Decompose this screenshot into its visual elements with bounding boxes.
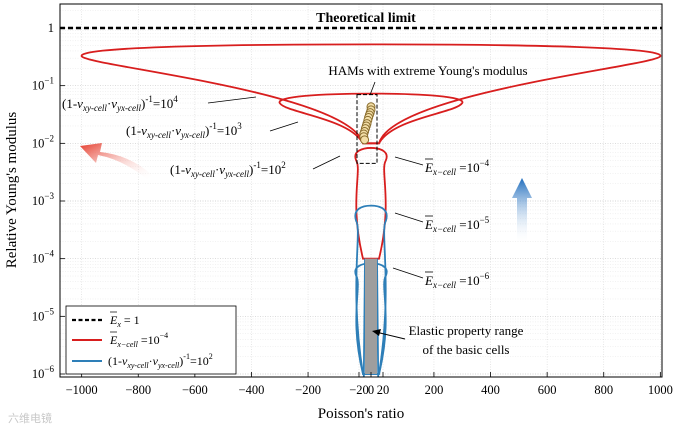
leader-e3 xyxy=(392,267,424,279)
elastic-label-1: Elastic property range xyxy=(409,323,524,338)
ham-box xyxy=(356,94,378,164)
y-tick-label: 1 xyxy=(48,21,54,35)
y-tick-label: 10−4 xyxy=(32,249,55,266)
curve-label-1e4: (1-νxy-cell·νyx-cell)-1=104 xyxy=(62,94,178,113)
y-tick-label: 10−3 xyxy=(32,191,55,208)
x-tick-label: 800 xyxy=(594,383,613,397)
legend-label-limit: Ex = 1 xyxy=(109,313,140,329)
axis-ticks: 10−6 10−5 10−4 10−3 10−2 10−1 1 −1000 −800 −600 −4… xyxy=(32,21,673,397)
x-tick-label: 0 xyxy=(368,383,374,397)
elastic-arrowhead xyxy=(372,329,381,336)
x-tick-label: −1000 xyxy=(66,383,98,397)
e-label-1e-5: Ex−cell =10−5 xyxy=(424,215,490,234)
watermark: 六维电镜 xyxy=(8,411,52,425)
x-tick-label: −800 xyxy=(125,383,151,397)
x-tick-label: 1000 xyxy=(648,383,673,397)
svg-text:Ex−cell =10−6: Ex−cell =10−6 xyxy=(424,271,490,290)
basic-cell-range xyxy=(365,258,377,374)
x-tick-label: −400 xyxy=(239,383,265,397)
elastic-arrow xyxy=(375,331,406,340)
leader-e2 xyxy=(394,212,424,223)
x-tick-label: 20 xyxy=(377,383,390,397)
leader-1e2 xyxy=(312,155,341,170)
svg-text:Ex−cell =10−4: Ex−cell =10−4 xyxy=(424,158,490,177)
x-tick-label: −20 xyxy=(349,383,369,397)
x-tick-label: −200 xyxy=(295,383,321,397)
svg-text:Ex−cell =10−5: Ex−cell =10−5 xyxy=(424,215,490,234)
y-tick-label: 10−2 xyxy=(32,133,54,150)
theoretical-limit-label: Theoretical limit xyxy=(316,11,416,26)
elastic-label-2: of the basic cells xyxy=(423,342,510,357)
leader-e1 xyxy=(394,156,424,166)
ham-leader xyxy=(369,81,376,96)
legend-label-blue: (1-νxy-cell·νyx-cell)-1=102 xyxy=(108,352,213,370)
y-tick-label: 10−5 xyxy=(32,306,55,323)
x-axis-label: Poisson's ratio xyxy=(318,406,404,422)
curve-label-1e3: (1-νxy-cell·νyx-cell)-1=103 xyxy=(126,121,242,140)
y-tick-label: 10−6 xyxy=(32,364,55,381)
red-trend-arrow xyxy=(80,143,152,180)
x-tick-label: 400 xyxy=(481,383,500,397)
curve-label-1e2: (1-νxy-cell·νyx-cell)-1=102 xyxy=(170,160,286,179)
ham-point-12 xyxy=(360,135,370,145)
x-tick-label: 200 xyxy=(425,383,444,397)
x-tick-label: −600 xyxy=(182,383,208,397)
leader-1e3 xyxy=(269,121,299,132)
series-loop-neck xyxy=(362,258,380,378)
y-axis-label: Relative Young's modulus xyxy=(4,112,20,269)
blue-trend-arrow xyxy=(512,178,532,245)
legend-label-red: Ex−cell =10−4 xyxy=(109,331,168,349)
leader-1e4 xyxy=(207,96,257,104)
plot-area xyxy=(60,26,662,378)
ham-label: HAMs with extreme Young's modulus xyxy=(328,63,527,78)
y-tick-label: 10−1 xyxy=(32,76,54,93)
x-tick-label: 600 xyxy=(538,383,557,397)
legend: Ex = 1 Ex−cell =10−4 (1-νxy-cell·νyx-cel… xyxy=(65,305,237,375)
e-label-1e-4: Ex−cell =10−4 xyxy=(424,158,490,177)
e-label-1e-6: Ex−cell =10−6 xyxy=(424,271,490,290)
series-loop-1 xyxy=(278,92,464,145)
axes-box xyxy=(59,3,663,378)
